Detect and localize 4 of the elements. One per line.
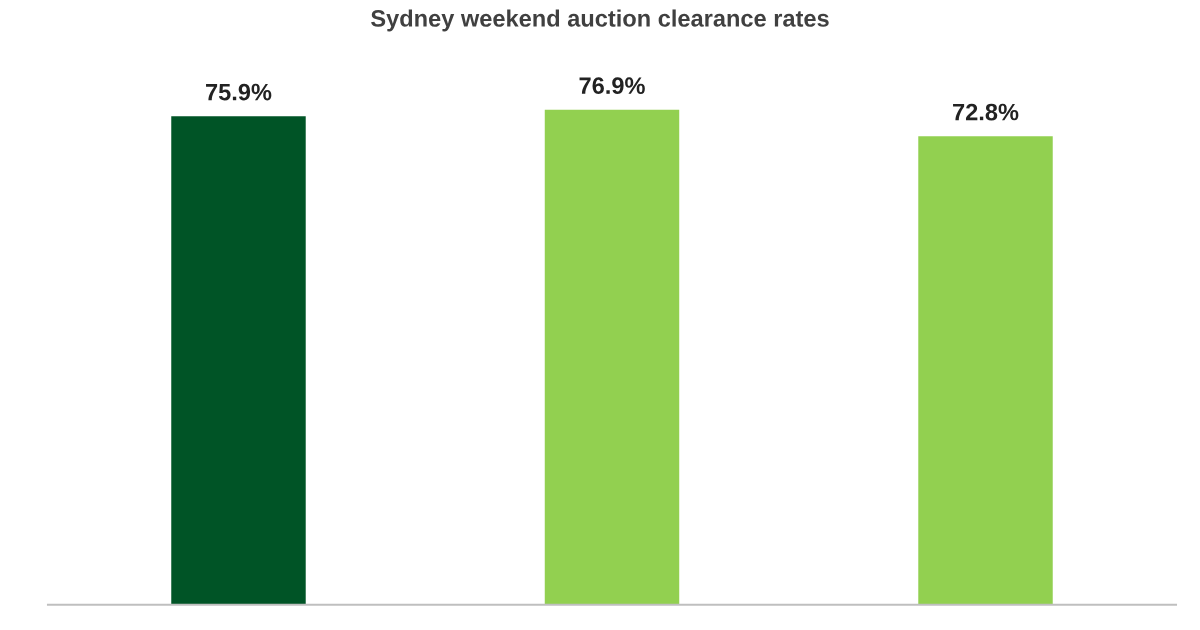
data-label: 72.8% bbox=[953, 103, 1019, 121]
chart-title: Sydney weekend auction clearance rates bbox=[371, 9, 829, 32]
data-label: 75.9% bbox=[206, 83, 272, 101]
data-label: 76.9% bbox=[579, 77, 645, 95]
